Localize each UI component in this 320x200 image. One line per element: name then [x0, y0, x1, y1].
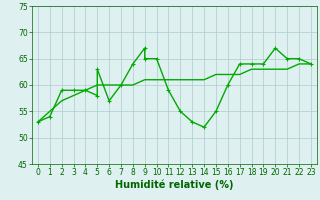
X-axis label: Humidité relative (%): Humidité relative (%)	[115, 180, 234, 190]
